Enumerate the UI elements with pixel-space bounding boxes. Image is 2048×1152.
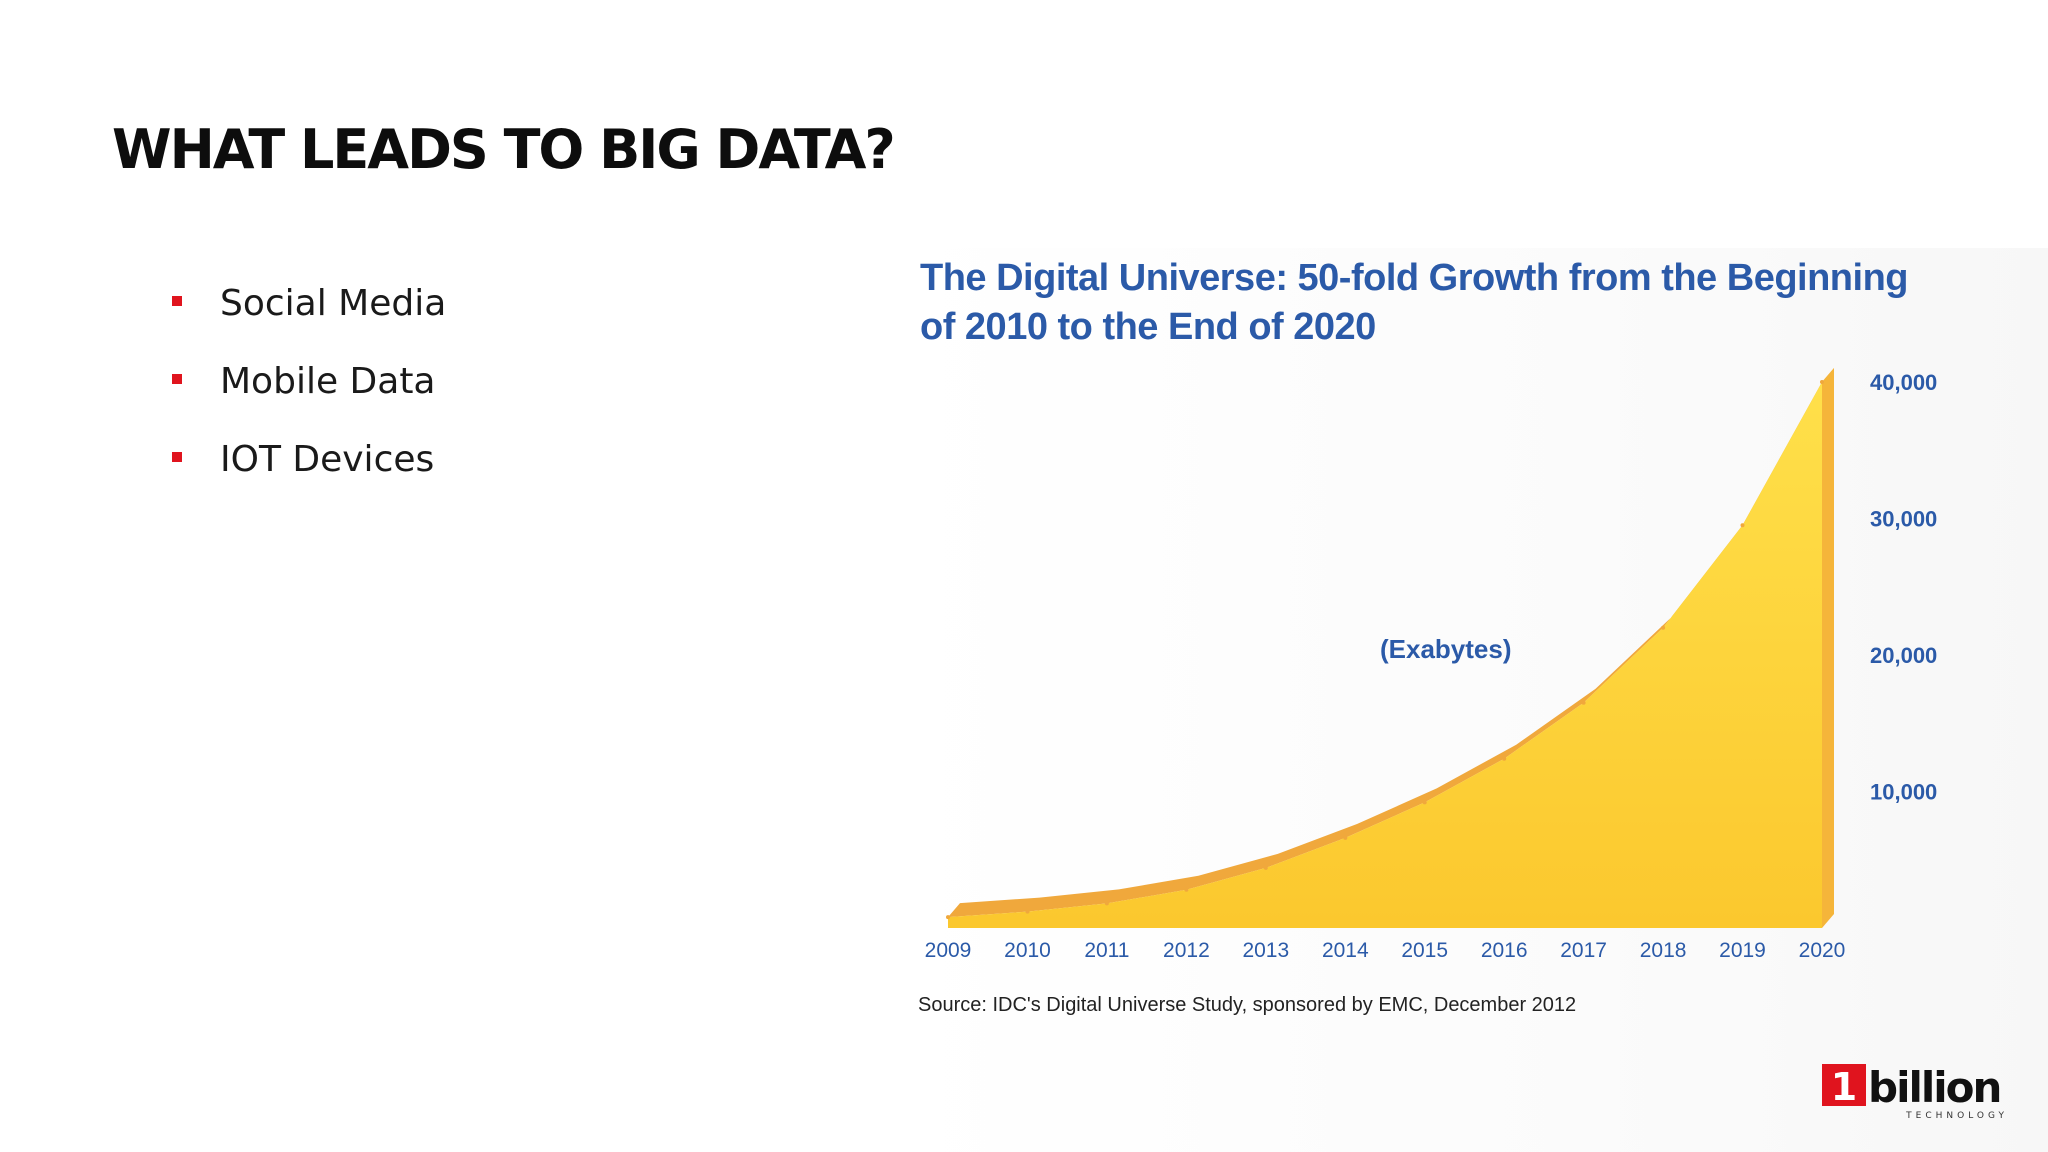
bullet-text: IOT Devices [220, 439, 435, 480]
y-tick-label: 20,000 [1870, 643, 1937, 668]
data-point-2013 [1263, 865, 1268, 870]
slide-title: WHAT LEADS TO BIG DATA? [112, 118, 896, 181]
company-logo: 1 billion TECHNOLOGY [1822, 1063, 2008, 1120]
x-tick-label: 2020 [1799, 939, 1846, 962]
x-tick-label: 2012 [1163, 939, 1210, 962]
data-point-2011 [1104, 901, 1109, 906]
logo-word: billion [1868, 1063, 2000, 1112]
data-point-2017 [1581, 700, 1586, 705]
area-side-face [1822, 368, 1834, 928]
y-tick-labels: 10,000 20,000 30,000 40,000 [1870, 370, 1937, 805]
logo-mark-box [1822, 1064, 1866, 1106]
x-tick-label: 2017 [1560, 939, 1607, 962]
x-tick-label: 2018 [1640, 939, 1687, 962]
x-tick-label: 2011 [1084, 939, 1129, 962]
x-tick-label: 2016 [1481, 939, 1528, 962]
x-tick-label: 2014 [1322, 939, 1369, 962]
chart-title: The Digital Universe: 50-fold Growth fro… [920, 257, 1909, 348]
data-point-2015 [1422, 800, 1427, 805]
exabytes-annotation: (Exabytes) [1380, 634, 1512, 664]
x-tick-label: 2013 [1242, 939, 1289, 962]
bullet-marker [172, 452, 182, 462]
x-tick-labels: 2009 2010 2011 2012 2013 2014 2015 2016 2017 2018… [925, 939, 1846, 962]
data-point-2020 [1820, 380, 1824, 384]
data-point-2010 [1025, 909, 1030, 914]
x-tick-label: 2015 [1401, 939, 1448, 962]
data-point-2009 [946, 915, 950, 920]
bullet-item: IOT Devices [172, 438, 446, 516]
data-series-area [948, 382, 1822, 928]
bullet-text: Mobile Data [220, 361, 436, 402]
bullet-item: Mobile Data [172, 360, 446, 438]
y-tick-label: 40,000 [1870, 370, 1937, 395]
data-point-2018 [1661, 625, 1666, 630]
data-point-2016 [1502, 756, 1507, 761]
x-tick-label: 2009 [925, 939, 972, 962]
y-tick-label: 10,000 [1870, 780, 1937, 805]
data-point-2019 [1740, 523, 1745, 528]
bullet-text: Social Media [220, 283, 447, 324]
x-tick-label: 2010 [1004, 939, 1051, 962]
chart-source: Source: IDC's Digital Universe Study, sp… [918, 994, 1577, 1016]
area-layer [946, 368, 1834, 928]
y-tick-label: 30,000 [1870, 507, 1937, 532]
logo-mark: 1 [1831, 1065, 1857, 1109]
bullet-marker [172, 374, 182, 384]
bullet-item: Social Media [172, 282, 446, 360]
data-point-2012 [1184, 887, 1189, 892]
chart-panel: The Digital Universe: 50-fold Growth fro… [900, 248, 2048, 1152]
digital-universe-chart: 2009 2010 2011 2012 2013 2014 2015 2016 2017 2018… [925, 368, 1937, 962]
bullet-list: Social Media Mobile Data IOT Devices [172, 282, 446, 516]
logo-tagline: TECHNOLOGY [1905, 1111, 2008, 1120]
bullet-marker [172, 296, 182, 306]
data-point-2014 [1343, 835, 1348, 840]
x-tick-label: 2019 [1719, 939, 1766, 962]
